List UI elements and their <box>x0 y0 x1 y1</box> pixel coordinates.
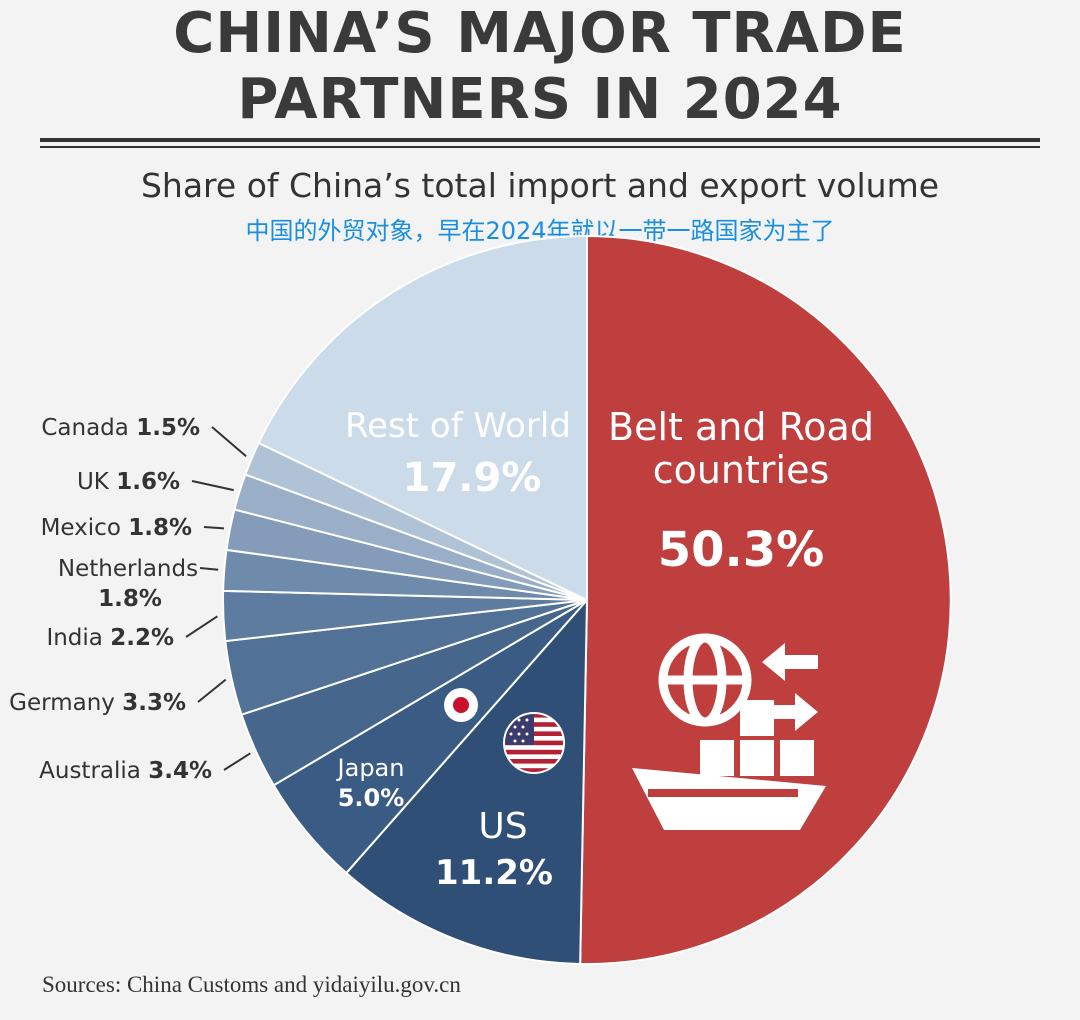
label-belt-and-road-line1: Belt and Road <box>608 405 874 449</box>
label-belt-and-road-line2: countries <box>653 448 830 492</box>
value-japan: 5.0% <box>338 784 405 812</box>
cargo-ship-icon <box>632 700 826 830</box>
label-netherlands: Netherlands <box>58 556 198 582</box>
label-canada: Canada 1.5% <box>41 415 200 441</box>
us-flag-icon <box>503 712 565 774</box>
label-germany: Germany 3.3% <box>9 690 186 716</box>
globe-icon <box>658 633 752 727</box>
label-australia: Australia 3.4% <box>39 758 212 784</box>
leader-line-australia <box>223 752 251 771</box>
japan-flag-icon <box>444 688 478 722</box>
slice-belt-and-road-countries <box>579 234 952 965</box>
page-title-line-1: CHINA’S MAJOR TRADE <box>173 1 907 66</box>
value-us: 11.2% <box>435 853 553 893</box>
label-rest-of-world: Rest of World <box>345 406 571 446</box>
slice-rest-of-world <box>257 234 588 602</box>
label-us: US <box>478 806 527 847</box>
page-title-line-2: PARTNERS IN 2024 <box>237 67 843 132</box>
value-uk: 1.6% <box>116 469 180 495</box>
label-japan: Japan <box>336 754 405 782</box>
value-belt-and-road: 50.3% <box>658 522 825 578</box>
leader-line-canada <box>211 426 247 458</box>
leader-line-uk <box>191 480 234 492</box>
title-divider-thick <box>40 138 1040 142</box>
leader-line-netherlands <box>199 567 219 571</box>
slice-us <box>344 597 589 965</box>
label-mexico: Mexico 1.8% <box>41 515 192 541</box>
title-divider-thin <box>40 146 1040 148</box>
value-rest-of-world: 17.9% <box>403 455 542 501</box>
leader-line-germany <box>197 678 227 703</box>
leader-line-india <box>185 615 218 638</box>
value-canada: 1.5% <box>136 415 200 441</box>
value-australia: 3.4% <box>148 758 212 784</box>
value-india: 2.2% <box>110 625 174 651</box>
label-india: India 2.2% <box>46 625 174 651</box>
pie-slices <box>222 234 952 965</box>
value-germany: 3.3% <box>122 690 186 716</box>
source-note: Sources: China Customs and yidaiyilu.gov… <box>42 972 461 997</box>
chart-subtitle: Share of China’s total import and export… <box>140 166 940 205</box>
leader-lines <box>185 426 251 771</box>
value-netherlands: 1.8% <box>98 586 162 612</box>
leader-line-mexico <box>203 526 225 530</box>
label-uk: UK 1.6% <box>77 469 180 495</box>
value-mexico: 1.8% <box>128 515 192 541</box>
arrows-icon <box>762 643 818 731</box>
